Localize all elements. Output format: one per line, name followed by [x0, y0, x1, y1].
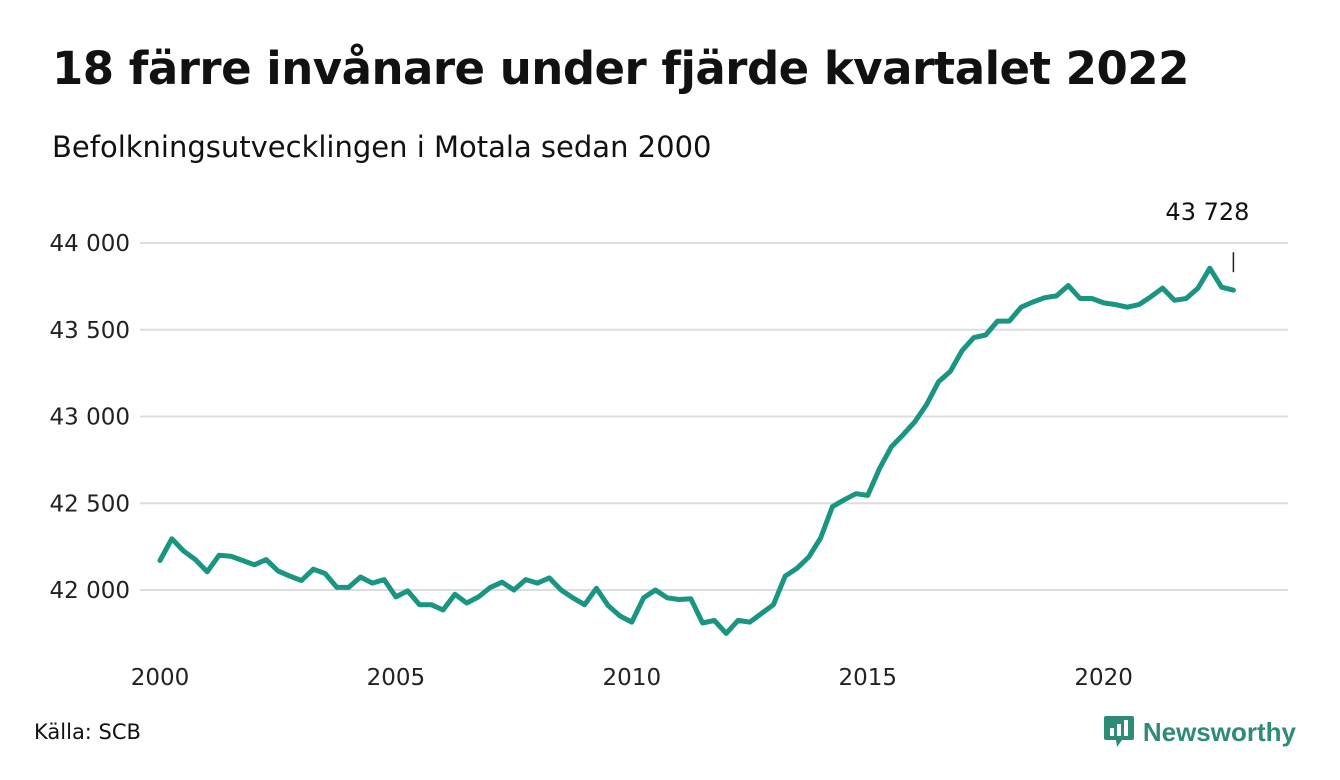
newsworthy-logo-icon [1103, 716, 1134, 747]
x-tick-label: 2000 [131, 665, 190, 691]
x-tick-label: 2010 [603, 665, 662, 691]
brand-name: Newsworthy [1142, 716, 1296, 747]
x-tick-label: 2015 [838, 665, 897, 691]
series-line [157, 265, 1236, 636]
series-group [157, 265, 1236, 636]
y-tick-label: 43 000 [50, 405, 130, 431]
y-tick-label: 44 000 [50, 231, 130, 257]
y-axis-tick-labels: 42 000 42 500 43 000 43 500 44 000 [50, 231, 130, 604]
y-tick-label: 42 500 [50, 491, 130, 517]
y-tick-label: 43 500 [50, 318, 130, 344]
gridlines [140, 242, 1288, 591]
chart-subtitle: Befolkningsutvecklingen i Motala sedan 2… [52, 130, 712, 164]
x-tick-label: 2005 [367, 665, 426, 691]
source-note: Källa: SCB [34, 720, 141, 744]
chart-title: 18 färre invånare under fjärde kvartalet… [52, 42, 1189, 95]
brand-logo[interactable]: Newsworthy [1103, 714, 1296, 750]
end-value-label: 43 728 [1165, 198, 1249, 226]
x-tick-label: 2020 [1074, 665, 1133, 691]
x-axis-tick-labels: 2000 2005 2010 2015 2020 [131, 665, 1133, 691]
y-tick-label: 42 000 [50, 578, 130, 604]
annotations: 43 728 [1165, 198, 1249, 273]
